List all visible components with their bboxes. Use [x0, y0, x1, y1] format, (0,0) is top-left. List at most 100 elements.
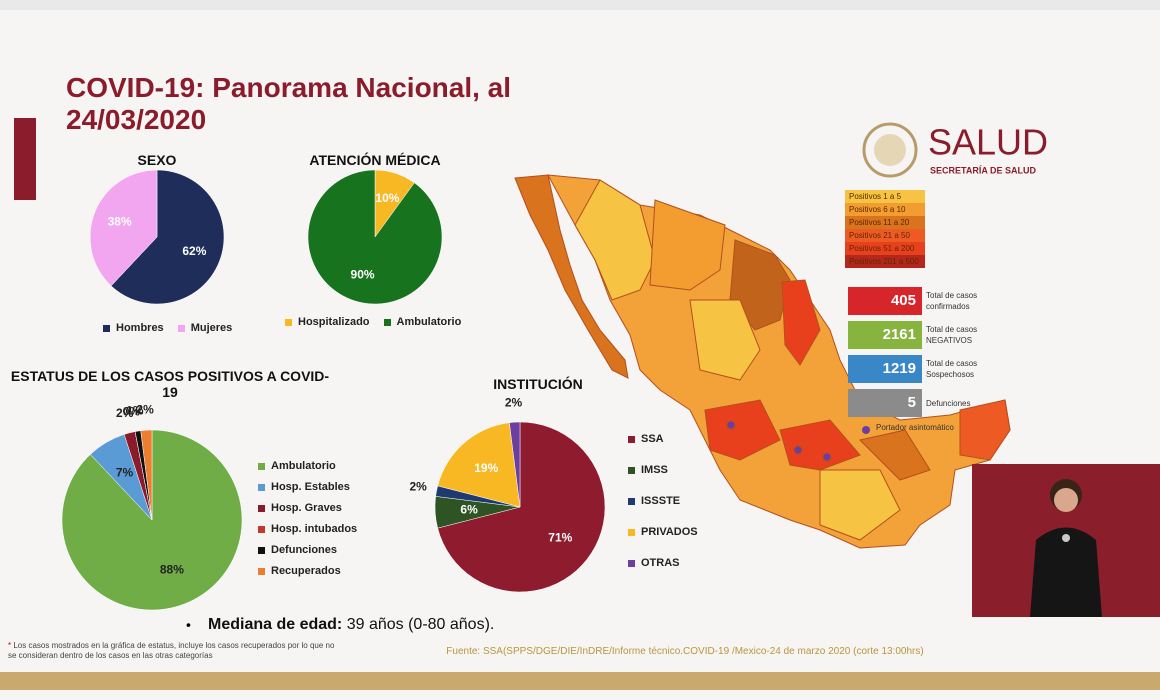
value-label: 71% — [548, 530, 572, 544]
asymptomatic-dot — [793, 445, 803, 455]
legend-swatch — [285, 318, 292, 326]
legend-item: Mujeres — [177, 322, 233, 334]
value-label: 2% — [409, 480, 427, 494]
state — [689, 299, 761, 381]
legend-swatch — [258, 504, 265, 512]
legend-swatch — [383, 318, 391, 326]
stat: 2161 Total de casos NEGATIVOS — [848, 321, 986, 349]
legend-swatch — [258, 483, 265, 491]
map-legend-item: Positivos 1 a 5 — [845, 190, 925, 203]
legend-item: Recuperados — [258, 565, 357, 577]
stat-label: Total de casos confirmados — [926, 291, 978, 311]
legend-label: IMSS — [641, 464, 668, 476]
map-legend-item: Positivos 201 a 500 — [845, 255, 925, 268]
logo-subtitle: SECRETARÍA DE SALUD — [930, 165, 1037, 175]
legend-swatch — [628, 559, 635, 567]
legend-label: Hombres — [116, 322, 164, 334]
value-label: 88% — [160, 562, 184, 576]
footnote-text: Los casos mostrados en la gráfica de est… — [8, 641, 335, 660]
stat-value: 2161 — [848, 321, 922, 349]
baja-california — [514, 174, 629, 379]
stat-label: Defunciones — [926, 398, 971, 408]
map-legend: Positivos 1 a 5 Positivos 6 a 10 Positivos… — [845, 190, 925, 268]
legend-item: Hosp. Estables — [258, 481, 357, 493]
legend-label: Hospitalizado — [298, 316, 370, 328]
map-legend-item: Positivos 11 a 20 — [845, 216, 925, 229]
legend-item: Hosp. Graves — [258, 502, 357, 514]
value-label: 1% — [126, 404, 144, 418]
legend-swatch — [177, 324, 185, 332]
stat-value: 5 — [848, 389, 922, 417]
legend-label: PRIVADOS — [641, 526, 698, 538]
legend-swatch — [258, 567, 265, 575]
stat-value: 1219 — [848, 355, 922, 383]
chart-title: ESTATUS DE LOS CASOS POSITIVOS A COVID-1… — [10, 368, 330, 400]
pie-slice — [89, 169, 158, 287]
map-legend-item: Positivos 6 a 10 — [845, 203, 925, 216]
value-label: 10% — [375, 191, 399, 205]
legend-swatch — [628, 435, 635, 443]
value-label: 2% — [505, 396, 523, 410]
chart-title: SEXO — [137, 152, 177, 168]
stat: 5 Defunciones — [848, 389, 986, 417]
value-label: 90% — [351, 267, 375, 281]
asymptomatic-dot — [822, 452, 832, 462]
legend-item: Ambulatorio — [383, 316, 462, 328]
value-label: 2% — [136, 403, 154, 417]
legend-item: ISSSTE — [628, 495, 698, 507]
state — [859, 429, 931, 481]
legend-label: Hosp. intubados — [271, 523, 358, 535]
pie-slice — [437, 421, 606, 593]
state — [819, 469, 901, 541]
asymptomatic-dot — [726, 420, 736, 430]
legend-swatch — [258, 546, 265, 554]
stats: 405 Total de casos confirmados 2161 Total d… — [848, 287, 986, 423]
value-label: 2% — [116, 406, 134, 420]
legend-item: OTRAS — [628, 557, 698, 569]
logo-emblem — [862, 122, 918, 178]
state — [959, 399, 1011, 461]
legend-item: Hospitalizado — [285, 316, 370, 328]
median: Mediana de edad: 39 años (0-80 años). — [208, 616, 494, 634]
bullet: • — [186, 617, 191, 633]
value-label: 6% — [460, 502, 478, 516]
map-legend-item: Positivos 51 a 200 — [845, 242, 925, 255]
state — [574, 179, 656, 301]
legend-item: SSA — [628, 433, 698, 445]
map-legend-item: Positivos 21 a 50 — [845, 229, 925, 242]
legend-swatch — [628, 528, 635, 536]
pie-slice — [307, 169, 443, 305]
stat: 405 Total de casos confirmados — [848, 287, 986, 315]
pie-slice — [110, 169, 225, 305]
legend-item: Hombres — [103, 322, 164, 334]
legend-label: Ambulatorio — [396, 316, 462, 328]
value-label: 7% — [116, 466, 134, 480]
legend-item: Defunciones — [258, 544, 357, 556]
legend: Hospitalizado Ambulatorio — [285, 316, 461, 328]
stat-label: Total de casos Sospechosos — [926, 359, 978, 379]
top-strip — [0, 0, 1160, 10]
legend-label: Defunciones — [271, 544, 338, 556]
legend-label: ISSSTE — [641, 495, 681, 507]
logo-name: SALUD — [928, 122, 1048, 163]
legend-swatch — [628, 466, 635, 474]
median-label: Mediana de edad: — [208, 616, 343, 633]
legend: Ambulatorio Hosp. Estables Hosp. Graves Hos… — [258, 460, 357, 577]
footnote: * Los casos mostrados en la gráfica de e… — [8, 641, 335, 660]
legend-swatch — [258, 462, 265, 470]
stat-label: Total de casos NEGATIVOS — [926, 325, 978, 345]
legend-label: SSA — [641, 433, 664, 445]
pie-slice — [437, 422, 521, 508]
legend-label: Ambulatorio — [271, 460, 336, 472]
legend-label: Mujeres — [190, 322, 233, 334]
bottom-bar — [0, 672, 1160, 690]
stat-value: 405 — [848, 287, 922, 315]
legend-swatch — [103, 324, 110, 332]
legend-swatch — [258, 525, 265, 533]
state — [781, 279, 821, 366]
value-label: 19% — [474, 461, 498, 475]
legend-item: Ambulatorio — [258, 460, 357, 472]
state — [704, 399, 781, 461]
legend-label: Recuperados — [271, 565, 341, 577]
title: COVID-19: Panorama Nacional, al 24/03/20… — [66, 72, 512, 135]
